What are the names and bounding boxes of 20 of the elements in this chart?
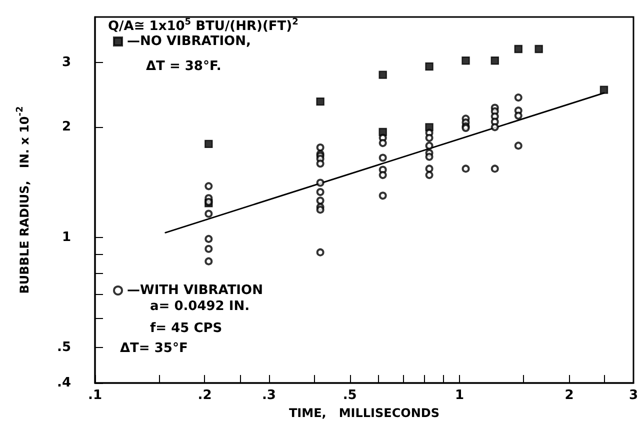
x-tick-label: .2 bbox=[198, 388, 212, 403]
y-tick-label: 1 bbox=[62, 230, 71, 245]
x-tick-label: 2 bbox=[564, 388, 574, 403]
legend-label: —WITH VIBRATION bbox=[127, 283, 263, 298]
x-axis-title: TIME, MILLISECONDS bbox=[288, 406, 440, 420]
x-tick-label: .1 bbox=[88, 388, 102, 403]
x-tick-label: .5 bbox=[342, 388, 357, 403]
y-axis-title: BUBBLE RADIUS, IN. x 10-2 bbox=[16, 106, 32, 294]
y-tick-label: .5 bbox=[57, 340, 71, 356]
annotation: ΔT = 38°F. bbox=[146, 59, 222, 74]
annotation: ΔT= 35°F bbox=[120, 341, 188, 356]
x-tick-label: .3 bbox=[262, 388, 276, 403]
legend-label: —NO VIBRATION, bbox=[127, 34, 251, 49]
annotation: f= 45 CPS bbox=[150, 321, 222, 336]
annotation: a= 0.0492 IN. bbox=[150, 299, 250, 314]
x-tick-label: 3 bbox=[628, 388, 638, 403]
x-tick-label: 1 bbox=[455, 388, 464, 403]
y-tick-label: 3 bbox=[62, 55, 71, 70]
y-tick-label: .4 bbox=[57, 376, 71, 390]
y-tick-label: 2 bbox=[62, 120, 71, 135]
